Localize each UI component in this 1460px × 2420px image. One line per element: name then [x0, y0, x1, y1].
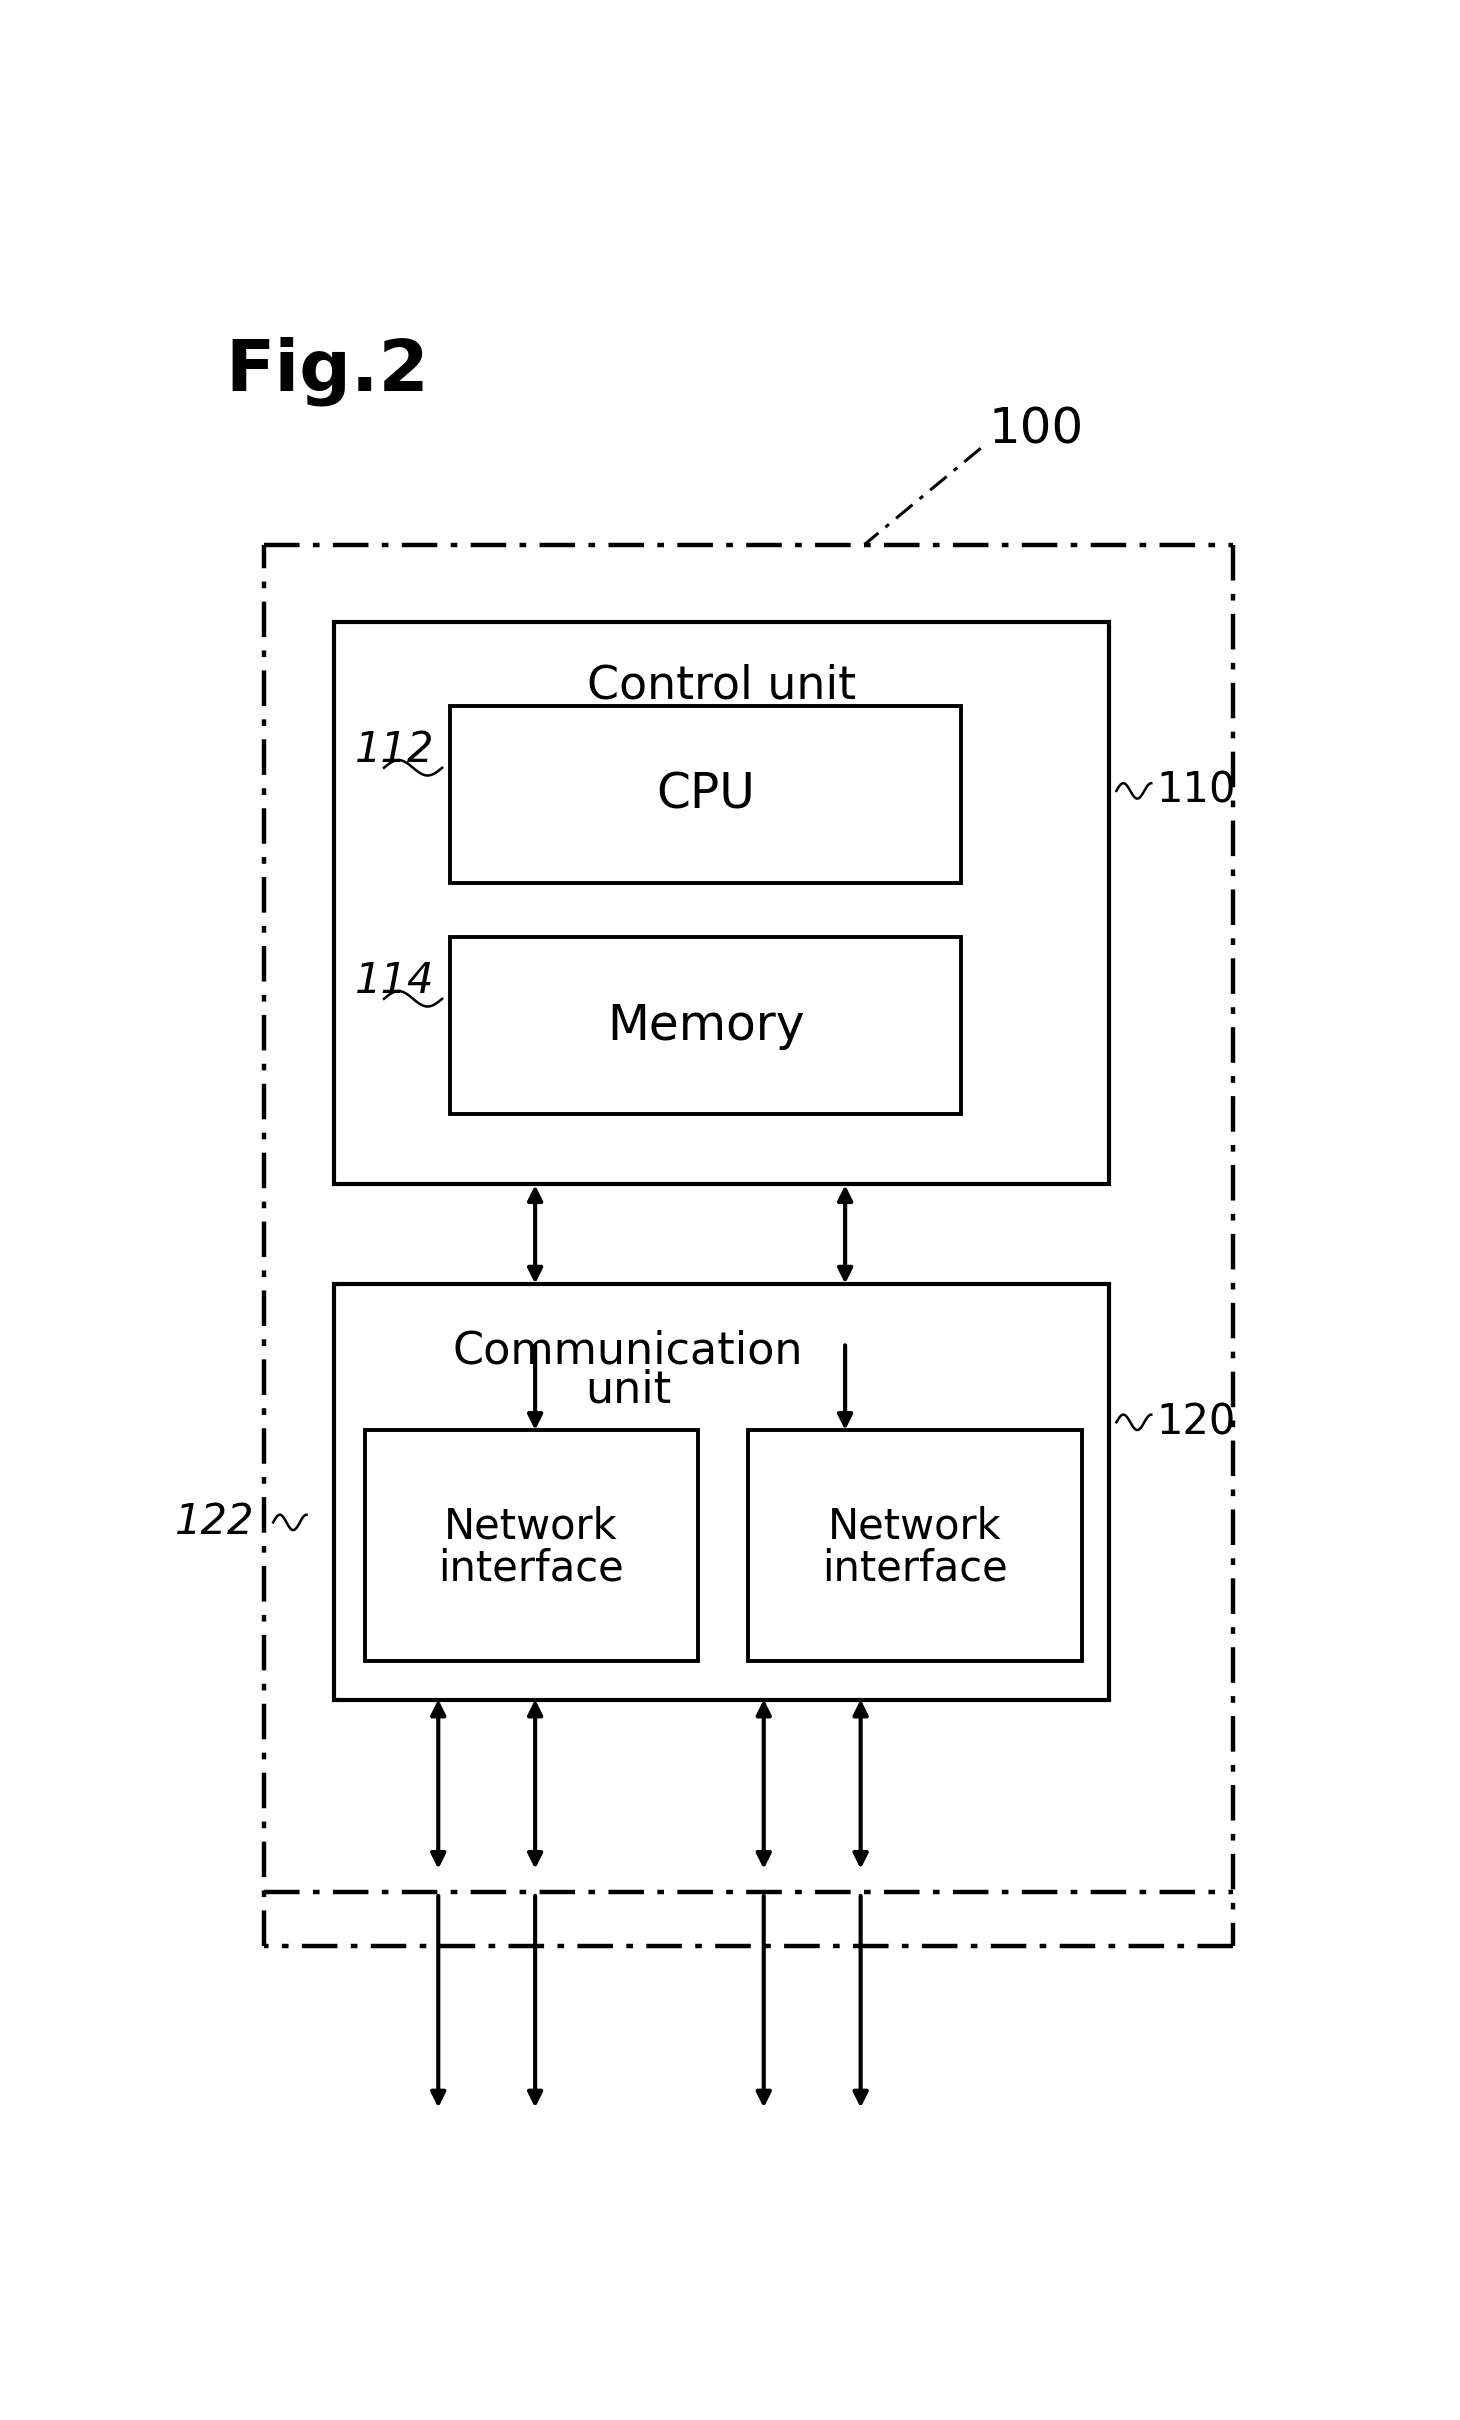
Text: unit: unit [585, 1367, 672, 1411]
Text: 120: 120 [1156, 1401, 1237, 1442]
Text: 112: 112 [355, 728, 435, 772]
Text: 114: 114 [355, 961, 435, 1002]
Text: 122: 122 [175, 1500, 254, 1544]
Bar [365, 1430, 698, 1660]
Bar [450, 937, 961, 1113]
Text: interface: interface [822, 1549, 1007, 1590]
Bar [450, 707, 961, 883]
Text: Control unit: Control unit [587, 663, 856, 709]
Text: Network: Network [828, 1505, 1002, 1546]
Text: 100: 100 [988, 404, 1083, 453]
Text: Memory: Memory [607, 1002, 804, 1050]
Bar [748, 1430, 1082, 1660]
Bar [334, 622, 1108, 1183]
Text: Communication: Communication [453, 1331, 803, 1372]
Bar [334, 1283, 1108, 1699]
Text: CPU: CPU [656, 770, 755, 818]
Text: 110: 110 [1156, 770, 1237, 811]
Text: Network: Network [444, 1505, 618, 1546]
Text: interface: interface [438, 1549, 623, 1590]
Text: Fig.2: Fig.2 [225, 336, 429, 407]
